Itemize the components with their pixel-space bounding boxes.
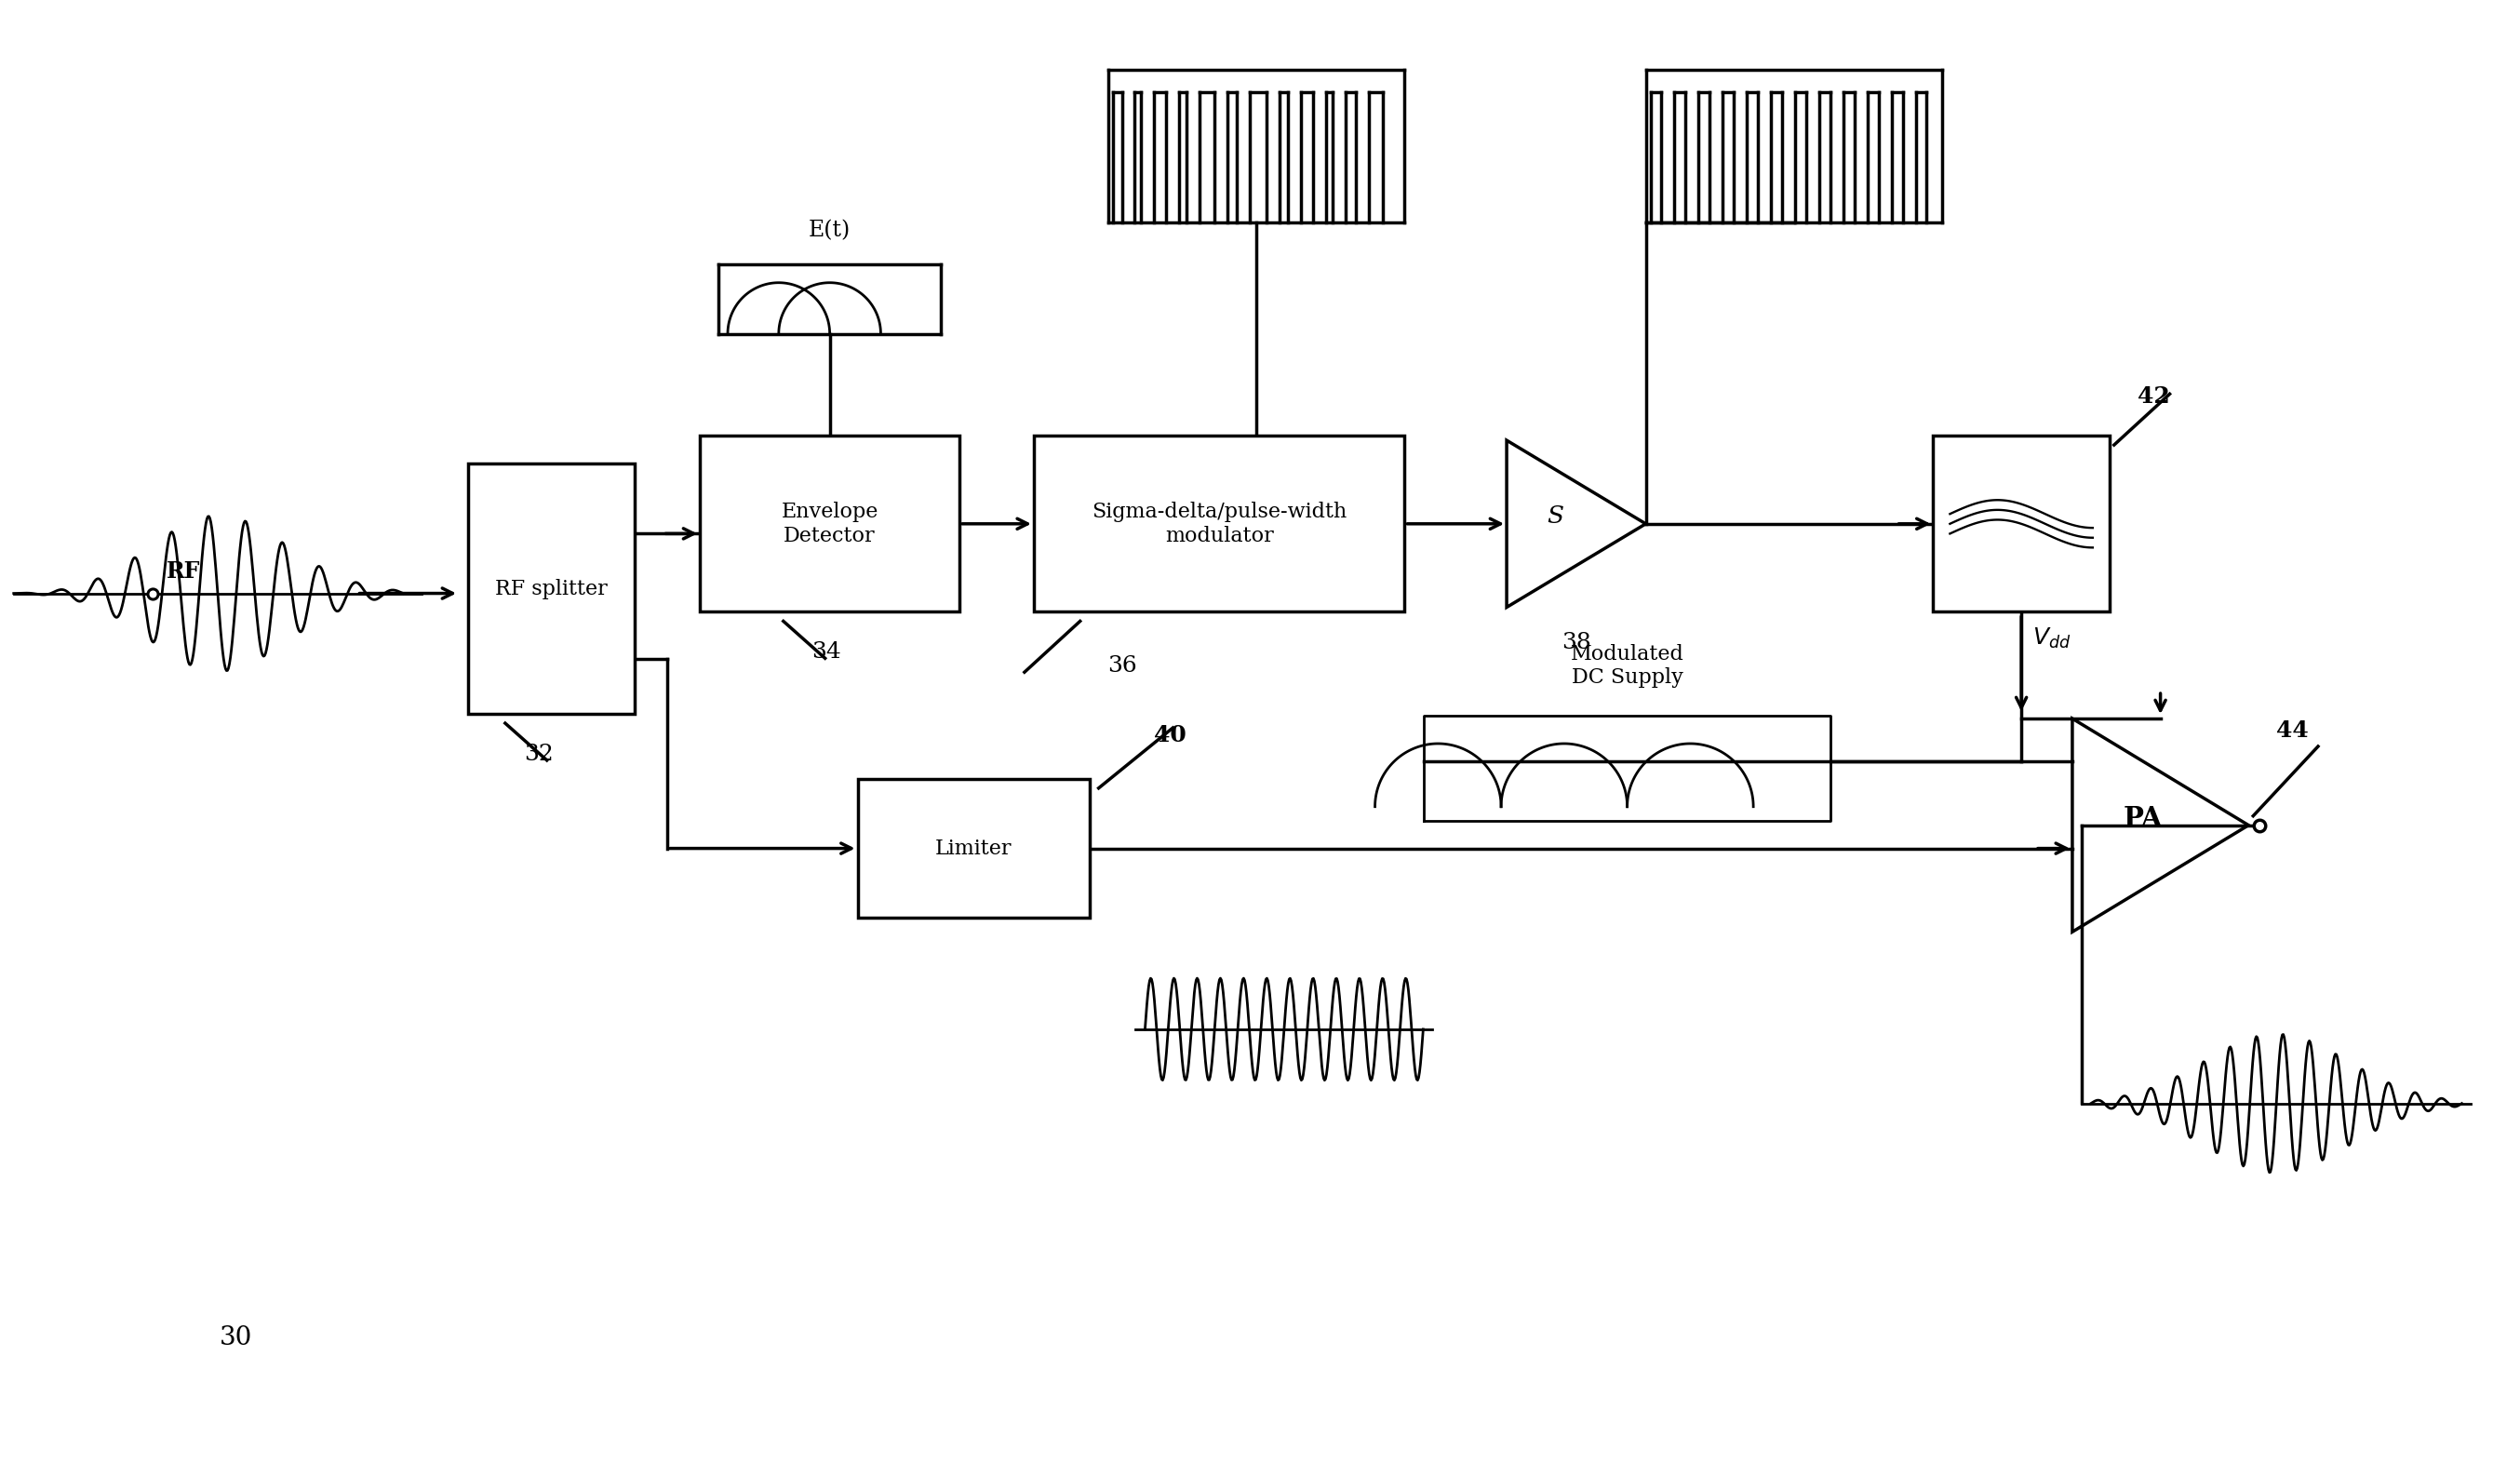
Text: 40: 40: [1154, 724, 1187, 746]
FancyBboxPatch shape: [469, 464, 635, 713]
FancyBboxPatch shape: [1033, 436, 1404, 611]
Text: Sigma-delta/pulse-width
modulator: Sigma-delta/pulse-width modulator: [1091, 502, 1346, 546]
Text: 32: 32: [524, 743, 554, 765]
Text: $V_{dd}$: $V_{dd}$: [2034, 626, 2071, 650]
Text: 42: 42: [2137, 385, 2170, 408]
FancyBboxPatch shape: [701, 436, 960, 611]
Text: 30: 30: [219, 1325, 252, 1350]
Text: E(t): E(t): [809, 220, 852, 241]
Text: Modulated
DC Supply: Modulated DC Supply: [1570, 644, 1683, 688]
Text: 36: 36: [1109, 656, 1137, 676]
FancyBboxPatch shape: [857, 778, 1089, 919]
Text: 38: 38: [1562, 632, 1590, 654]
Text: 34: 34: [811, 641, 842, 663]
Text: Limiter: Limiter: [935, 837, 1013, 858]
FancyBboxPatch shape: [1933, 436, 2109, 611]
Text: PA: PA: [2122, 805, 2162, 832]
Text: S: S: [1547, 505, 1565, 527]
Text: Envelope
Detector: Envelope Detector: [781, 502, 879, 546]
Text: 44: 44: [2276, 719, 2308, 741]
Text: RF: RF: [166, 560, 202, 582]
Text: RF splitter: RF splitter: [496, 579, 607, 600]
